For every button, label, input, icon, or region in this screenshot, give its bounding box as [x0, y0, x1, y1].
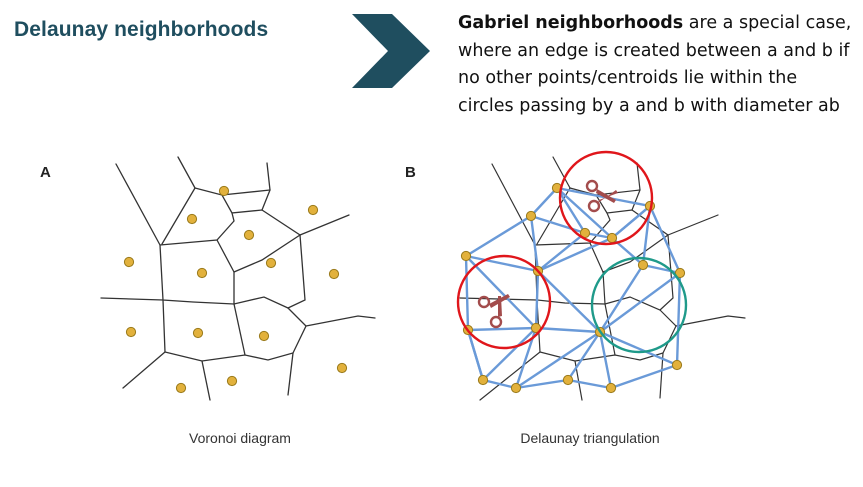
- delaunay-point: [510, 382, 522, 394]
- delaunay-point: [674, 267, 686, 279]
- scissors-icon: [585, 179, 618, 213]
- gabriel-description: Gabriel neighborhoods are a special case…: [458, 10, 858, 120]
- voronoi-edge: [162, 299, 307, 362]
- voronoi-point: [226, 375, 238, 387]
- delaunay-point: [525, 210, 537, 222]
- gabriel-circle-removed-top: [558, 150, 654, 246]
- scissors-icon: [477, 294, 510, 329]
- gabriel-definition: are a special case, where an edge is cre…: [458, 13, 852, 116]
- voronoi-point: [125, 326, 137, 338]
- voronoi-edge: [667, 214, 719, 236]
- voronoi-point: [192, 327, 204, 339]
- voronoi-point: [265, 257, 277, 269]
- delaunay-point: [671, 359, 683, 371]
- gabriel-circle-kept: [590, 256, 688, 354]
- voronoi-edge: [491, 163, 536, 246]
- voronoi-edge: [100, 297, 164, 301]
- delaunay-point: [637, 259, 649, 271]
- gabriel-circle-removed-left: [456, 254, 552, 350]
- voronoi-point: [307, 204, 319, 216]
- voronoi-edge: [233, 303, 246, 356]
- panel-a-label: A: [40, 164, 51, 181]
- voronoi-edges-b: [459, 156, 746, 401]
- voronoi-point: [336, 362, 348, 374]
- delaunay-edge: [610, 204, 682, 275]
- voronoi-point: [196, 267, 208, 279]
- delaunay-edge: [536, 231, 614, 273]
- voronoi-points: [123, 185, 348, 394]
- voronoi-point: [218, 185, 230, 197]
- voronoi-edge: [305, 315, 376, 327]
- delaunay-point: [605, 382, 617, 394]
- voronoi-edge: [233, 234, 301, 273]
- panel-a-caption: Voronoi diagram: [189, 430, 291, 446]
- voronoi-edge: [122, 351, 166, 389]
- delaunay-edge: [598, 236, 645, 334]
- voronoi-edge: [287, 352, 294, 396]
- voronoi-edge: [201, 360, 211, 401]
- voronoi-edge: [161, 187, 196, 245]
- delaunay-point: [460, 250, 472, 262]
- delaunay-edge: [529, 186, 587, 235]
- voronoi-edge: [115, 163, 161, 246]
- voronoi-edge: [536, 299, 677, 362]
- voronoi-edge: [675, 315, 746, 327]
- voronoi-point: [123, 256, 135, 268]
- voronoi-edge: [604, 303, 616, 356]
- voronoi-edge: [602, 234, 669, 273]
- voronoi-point: [258, 330, 270, 342]
- chevron-right-icon: [352, 14, 430, 88]
- delaunay-point: [562, 374, 574, 386]
- delaunay-edge: [566, 330, 602, 382]
- voronoi-edge: [552, 156, 571, 189]
- gabriel-term: Gabriel neighborhoods: [458, 13, 684, 33]
- delaunay-edges: [464, 186, 682, 390]
- voronoi-edge: [536, 187, 571, 245]
- voronoi-point: [328, 268, 340, 280]
- voronoi-point: [243, 229, 255, 241]
- delaunay-edge: [464, 186, 682, 390]
- delaunay-edge: [466, 328, 485, 382]
- voronoi-edge: [659, 352, 664, 399]
- voronoi-edge: [534, 209, 674, 311]
- voronoi-edge: [299, 214, 350, 236]
- voronoi-edge: [479, 351, 541, 401]
- delaunay-edge: [514, 326, 613, 390]
- delaunay-point: [477, 374, 489, 386]
- delaunay-edge: [481, 326, 538, 382]
- delaunay-points: [460, 182, 686, 394]
- voronoi-edge: [221, 189, 271, 196]
- voronoi-point: [186, 213, 198, 225]
- voronoi-point: [175, 382, 187, 394]
- panel-b-label: B: [405, 164, 416, 181]
- delaunay-edge: [464, 254, 540, 330]
- delaunay-point: [606, 232, 618, 244]
- slide-title: Delaunay neighborhoods: [14, 18, 269, 41]
- panel-b-caption: Delaunay triangulation: [520, 430, 660, 446]
- voronoi-edge: [177, 156, 196, 189]
- delaunay-point: [579, 227, 591, 239]
- delaunay-edge: [466, 326, 538, 332]
- voronoi-edge: [159, 209, 306, 309]
